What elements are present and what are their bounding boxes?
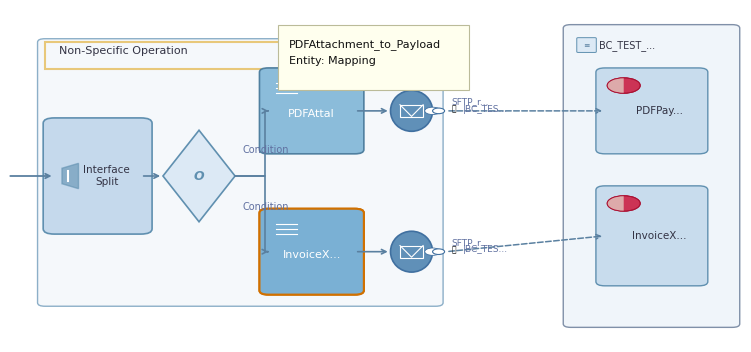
Text: InvoiceX...: InvoiceX... <box>632 231 686 241</box>
Text: Non-Specific Operation: Non-Specific Operation <box>59 46 187 56</box>
FancyBboxPatch shape <box>260 209 363 295</box>
FancyBboxPatch shape <box>577 38 596 52</box>
FancyBboxPatch shape <box>596 68 707 154</box>
Circle shape <box>433 249 445 254</box>
FancyBboxPatch shape <box>38 39 443 306</box>
FancyBboxPatch shape <box>44 118 152 234</box>
Text: O: O <box>194 170 204 182</box>
Polygon shape <box>163 130 235 222</box>
Bar <box>400 246 423 258</box>
FancyBboxPatch shape <box>278 25 469 90</box>
Text: 🔑: 🔑 <box>451 245 456 254</box>
Bar <box>45 42 436 69</box>
Text: |BC_TES...: |BC_TES... <box>463 105 508 114</box>
Text: 🔑: 🔑 <box>451 105 456 114</box>
Text: PDFAttal: PDFAttal <box>288 109 335 119</box>
FancyBboxPatch shape <box>260 209 363 295</box>
Circle shape <box>425 107 440 114</box>
Text: PDFAttachment_to_Payload: PDFAttachment_to_Payload <box>289 39 442 50</box>
FancyBboxPatch shape <box>260 68 363 154</box>
Text: Interface
Split: Interface Split <box>83 165 130 187</box>
Text: |BC_TES...: |BC_TES... <box>463 245 508 254</box>
Text: InvoiceX...: InvoiceX... <box>282 250 341 260</box>
Text: SFTP_r...: SFTP_r... <box>451 238 489 247</box>
FancyBboxPatch shape <box>563 25 740 327</box>
Bar <box>400 105 423 118</box>
Wedge shape <box>607 78 624 93</box>
Circle shape <box>433 108 445 114</box>
Circle shape <box>425 248 440 255</box>
Circle shape <box>607 78 641 93</box>
Text: SFTP_r...: SFTP_r... <box>451 98 489 107</box>
Text: Condition: Condition <box>243 202 289 212</box>
Polygon shape <box>62 163 79 189</box>
Wedge shape <box>607 196 624 211</box>
Text: ≡: ≡ <box>584 40 590 50</box>
FancyBboxPatch shape <box>596 186 707 286</box>
Text: Entity: Mapping: Entity: Mapping <box>289 56 376 66</box>
Text: Condition: Condition <box>243 145 289 156</box>
Text: BC_TEST_...: BC_TEST_... <box>599 40 656 50</box>
Ellipse shape <box>391 231 433 272</box>
Ellipse shape <box>391 90 433 131</box>
Circle shape <box>607 196 641 211</box>
Text: PDFPay...: PDFPay... <box>636 106 683 116</box>
